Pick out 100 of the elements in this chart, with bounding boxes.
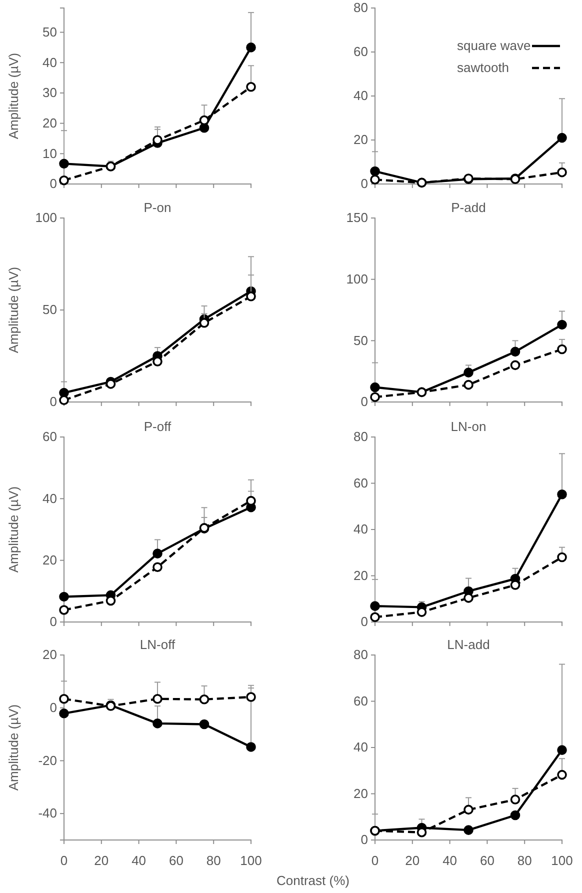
point: [464, 804, 474, 815]
point: [152, 694, 162, 704]
point: [246, 82, 256, 92]
point: [152, 548, 162, 558]
y-tick-label: 50: [42, 24, 57, 40]
point: [246, 692, 256, 702]
point: [199, 115, 210, 126]
point: [464, 368, 474, 378]
y-tick-label: 60: [42, 429, 57, 444]
point: [510, 360, 520, 370]
point: [557, 770, 567, 780]
x-tick-label: 0: [371, 853, 379, 868]
point: [199, 719, 210, 730]
y-tick-label: 40: [354, 88, 368, 104]
point: [370, 612, 380, 622]
point: [370, 392, 380, 402]
y-tick-label: 150: [346, 210, 368, 226]
point: [246, 42, 256, 52]
y-tick-label: 30: [42, 85, 57, 100]
y-tick-label: 20: [354, 786, 368, 801]
x-tick-label: 60: [480, 853, 494, 868]
point: [557, 132, 567, 143]
chart-title: LN-add: [447, 637, 490, 652]
point: [152, 562, 162, 572]
point: [464, 825, 474, 835]
y-tick-label: 0: [50, 700, 57, 716]
y-tick-label: 20: [42, 552, 57, 568]
point: [59, 694, 69, 704]
chart-title: LN-off: [140, 637, 176, 652]
y-tick-label: 60: [354, 693, 368, 708]
point: [557, 745, 567, 755]
y-tick-label: 60: [354, 475, 368, 490]
x-tick-label: 40: [442, 853, 458, 868]
y-tick-label: 20: [42, 647, 57, 662]
point: [199, 318, 210, 328]
x-tick-label: 0: [60, 853, 68, 868]
point: [464, 380, 474, 390]
y-tick-label: 60: [354, 44, 368, 60]
y-tick-label: 50: [42, 302, 57, 318]
x-axis-title: Contrast (%): [276, 873, 350, 888]
point: [59, 395, 69, 406]
point: [370, 174, 380, 184]
x-tick-label: 80: [517, 853, 532, 868]
point: [510, 580, 520, 590]
y-tick-label: 0: [50, 176, 57, 192]
x-tick-label: 60: [168, 853, 184, 868]
point: [246, 742, 256, 752]
point: [152, 356, 162, 366]
point: [370, 166, 380, 176]
point: [152, 135, 162, 145]
point: [199, 122, 210, 133]
point: [59, 175, 69, 186]
chart-title: LN-on: [450, 419, 486, 434]
x-tick-label: 40: [132, 853, 146, 868]
y-tick-label: 80: [354, 647, 368, 662]
y-tick-label: 40: [354, 740, 368, 755]
y-tick-label: 100: [346, 271, 368, 286]
y-tick-label: 80: [354, 429, 368, 444]
y-tick-label: 100: [35, 210, 57, 226]
point: [59, 592, 69, 602]
y-axis-title: Amplitude (µV): [6, 486, 21, 573]
point: [510, 346, 520, 357]
y-tick-label: 20: [354, 132, 368, 148]
y-axis-title: Amplitude (µV): [6, 52, 21, 140]
y-tick-label: 0: [360, 394, 368, 410]
y-tick-label: 0: [50, 394, 57, 410]
point: [370, 601, 380, 611]
point: [246, 496, 256, 506]
chart-title: P-off: [144, 419, 172, 434]
y-tick-label: 10: [42, 146, 57, 161]
y-axis-title: Amplitude (µV): [6, 704, 21, 791]
point: [59, 708, 69, 718]
point: [557, 489, 567, 500]
y-tick-label: 40: [354, 522, 368, 537]
x-tick-label: 100: [551, 853, 573, 868]
legend-label: square wave: [457, 38, 531, 53]
x-tick-label: 20: [94, 853, 109, 868]
point: [557, 320, 567, 330]
x-tick-label: 20: [405, 853, 420, 868]
point: [510, 810, 520, 820]
point: [199, 694, 210, 704]
point: [510, 794, 520, 804]
y-tick-label: 40: [42, 54, 57, 70]
point: [106, 379, 116, 389]
y-tick-label: 20: [354, 568, 368, 583]
y-axis-title: Amplitude (µV): [6, 266, 21, 354]
y-tick-label: -40: [38, 806, 57, 821]
point: [246, 291, 256, 302]
x-tick-label: 80: [206, 853, 221, 868]
chart-title: P-on: [144, 200, 172, 215]
y-tick-label: 0: [360, 832, 368, 848]
x-tick-label: 100: [240, 853, 262, 868]
y-tick-label: 40: [42, 490, 57, 506]
point: [59, 158, 69, 169]
y-tick-label: -20: [38, 752, 57, 768]
point: [557, 552, 567, 562]
point: [557, 167, 567, 178]
point: [464, 593, 474, 603]
y-tick-label: 0: [50, 614, 57, 630]
y-tick-label: 50: [354, 332, 368, 348]
